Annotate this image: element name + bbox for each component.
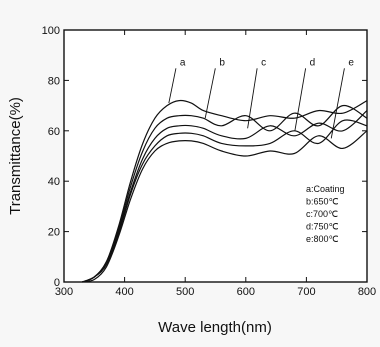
x-tick-label: 800: [358, 286, 376, 298]
legend: a:Coating b:650℃ c:700℃ d:750℃ e:800℃: [306, 184, 345, 244]
curve-label-leader-e: [330, 68, 345, 139]
plot-frame: [63, 29, 368, 283]
y-tick-label: 100: [42, 25, 60, 37]
y-tick-label: 60: [48, 126, 60, 138]
curve-label-c: c: [261, 57, 266, 68]
series-line-b: [81, 104, 368, 283]
curve-label-d: d: [310, 57, 316, 68]
curve-label-a: a: [180, 57, 186, 68]
legend-entry: b:650℃: [306, 197, 339, 207]
x-axis-title: Wave length(nm): [158, 319, 272, 336]
curve-label-e: e: [348, 57, 354, 68]
x-tick-label: 300: [55, 286, 73, 298]
x-tick-label: 500: [176, 286, 194, 298]
curve-label-leader-c: [247, 68, 258, 129]
series-line-e: [82, 130, 368, 283]
x-tick-label: 400: [115, 286, 133, 298]
legend-entry: a:Coating: [306, 184, 345, 194]
curve-label-leader-b: [204, 68, 216, 119]
x-tick-label: 600: [237, 286, 255, 298]
series-line-a: [81, 99, 368, 283]
y-tick-label: 20: [48, 227, 60, 239]
y-tick-label: 40: [48, 176, 60, 188]
curve-label-b: b: [219, 57, 225, 68]
legend-entry: c:700℃: [306, 209, 338, 219]
y-tick-label: 80: [48, 75, 60, 87]
y-tick-label: 0: [54, 277, 60, 289]
legend-entry: d:750℃: [306, 222, 339, 232]
curve-label-leader-a: [168, 68, 177, 104]
series-group: [81, 99, 368, 283]
ticks: 300 400 500 600 700 800 0 20 40 60 80 100: [42, 25, 377, 298]
curve-label-leader-d: [294, 68, 307, 131]
curve-labels: a b c d e: [168, 57, 354, 139]
y-axis-title: Transmittance(%): [7, 97, 24, 215]
series-line-c: [81, 110, 368, 283]
x-tick-label: 700: [297, 286, 315, 298]
legend-entry: e:800℃: [306, 234, 339, 244]
series-line-d: [81, 119, 368, 283]
